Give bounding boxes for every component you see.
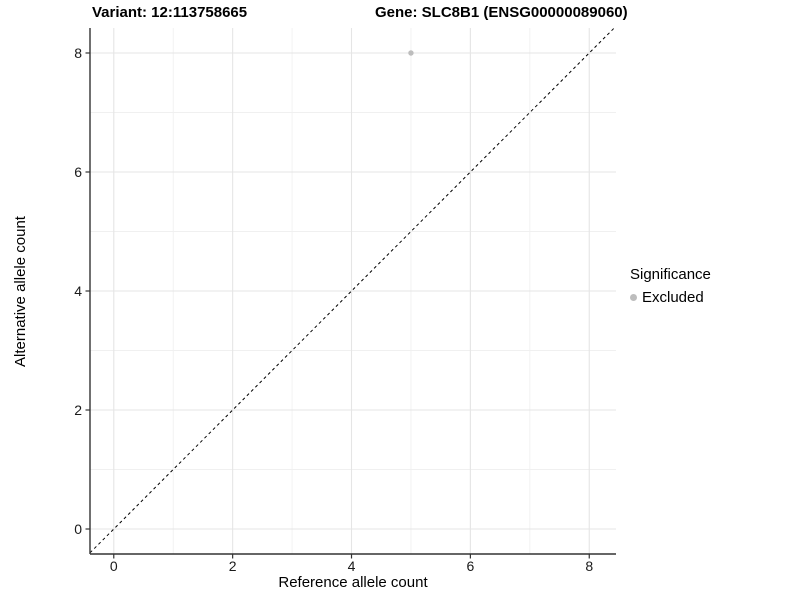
identity-dashed-line bbox=[89, 27, 615, 554]
x-tick-label: 6 bbox=[466, 558, 474, 574]
x-tick-label: 8 bbox=[585, 558, 593, 574]
plot-title-variant: Variant: 12:113758665 bbox=[92, 4, 248, 21]
x-axis-title: Reference allele count bbox=[278, 574, 428, 591]
data-point bbox=[408, 50, 414, 56]
legend-title: Significance bbox=[630, 266, 711, 283]
legend-item-label: Excluded bbox=[642, 289, 704, 306]
y-tick-label: 0 bbox=[74, 521, 82, 537]
plot-title-gene: Gene: SLC8B1 (ENSG00000089060) bbox=[375, 4, 628, 21]
legend-point-icon bbox=[630, 294, 637, 301]
y-tick-label: 8 bbox=[74, 45, 82, 61]
y-tick-label: 6 bbox=[74, 164, 82, 180]
y-tick-label: 2 bbox=[74, 402, 82, 418]
x-tick-label: 4 bbox=[348, 558, 356, 574]
y-axis-title: Alternative allele count bbox=[11, 215, 29, 367]
x-tick-label: 0 bbox=[110, 558, 118, 574]
y-tick-label: 4 bbox=[74, 283, 82, 299]
x-tick-label: 2 bbox=[229, 558, 237, 574]
legend: Significance Excluded bbox=[630, 266, 711, 306]
legend-item-excluded: Excluded bbox=[630, 289, 711, 306]
